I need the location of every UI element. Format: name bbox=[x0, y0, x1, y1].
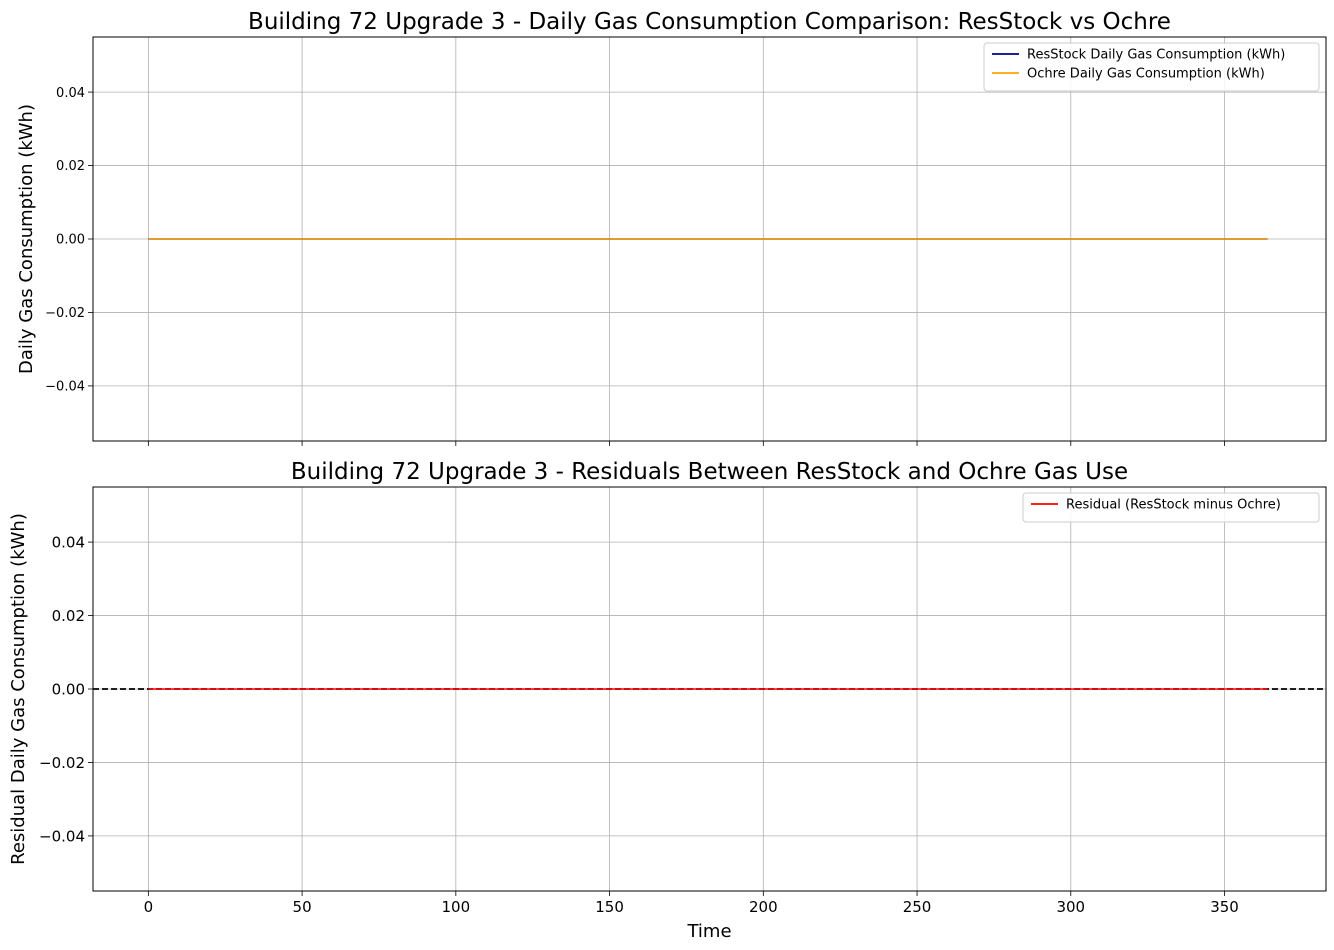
x-tick-label: 250 bbox=[903, 898, 932, 916]
chart-title: Building 72 Upgrade 3 - Residuals Betwee… bbox=[291, 459, 1128, 485]
y-tick-label: 0.02 bbox=[52, 607, 85, 625]
x-tick-label: 50 bbox=[293, 898, 312, 916]
legend: Residual (ResStock minus Ochre) bbox=[1022, 492, 1320, 523]
y-tick-label: −0.04 bbox=[39, 827, 85, 845]
y-tick-label: −0.02 bbox=[45, 306, 85, 321]
y-tick-label: 0.02 bbox=[56, 159, 85, 174]
y-tick-label: 0.00 bbox=[56, 233, 85, 248]
legend: ResStock Daily Gas Consumption (kWh) Ochr… bbox=[983, 42, 1320, 92]
y-tick-label: −0.02 bbox=[39, 754, 85, 772]
x-tick-label: 100 bbox=[442, 898, 471, 916]
y-axis-label: Residual Daily Gas Consumption (kWh) bbox=[8, 513, 29, 865]
x-tick-label: 0 bbox=[144, 898, 154, 916]
y-tick-label: 0.04 bbox=[56, 86, 85, 101]
x-axis-label: Time bbox=[686, 921, 731, 942]
chart-title: Building 72 Upgrade 3 - Daily Gas Consum… bbox=[248, 9, 1171, 35]
legend-label-1: Residual (ResStock minus Ochre) bbox=[1066, 498, 1281, 513]
legend-label-2: Ochre Daily Gas Consumption (kWh) bbox=[1027, 67, 1265, 82]
x-tick-label: 300 bbox=[1056, 898, 1085, 916]
legend-label-1: ResStock Daily Gas Consumption (kWh) bbox=[1027, 48, 1285, 63]
chart-panel-2: 0 50 100 150 200 250 300 350 −0.04 −0.02 0.00 0.02 0… bbox=[8, 459, 1327, 942]
x-tick-label: 350 bbox=[1210, 898, 1239, 916]
y-tick-label: 0.04 bbox=[52, 533, 85, 551]
x-tick-label: 200 bbox=[749, 898, 778, 916]
legend-box bbox=[983, 42, 1320, 92]
legend-box bbox=[1022, 492, 1320, 523]
y-tick-label: 0.00 bbox=[52, 680, 85, 698]
chart-panel-1: −0.04 −0.02 0.00 0.02 0.04 Building 72 Upgrad… bbox=[16, 9, 1327, 446]
x-tick-label: 150 bbox=[595, 898, 624, 916]
y-tick-label: −0.04 bbox=[45, 380, 85, 395]
y-axis-label: Daily Gas Consumption (kWh) bbox=[16, 104, 37, 374]
